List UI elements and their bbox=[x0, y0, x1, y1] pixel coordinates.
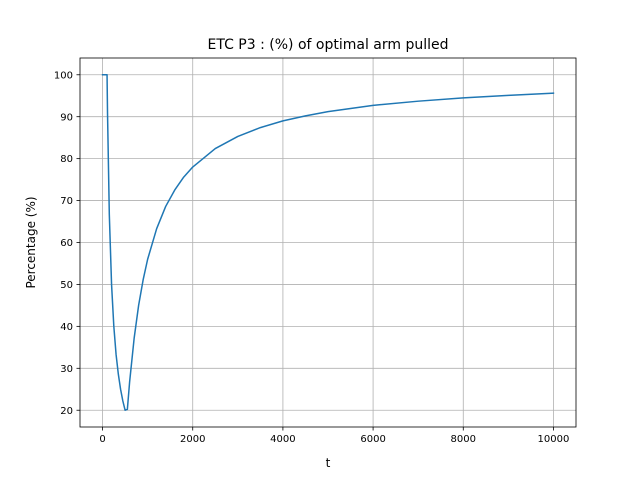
y-tick-label: 50 bbox=[60, 280, 73, 291]
y-tick-label: 60 bbox=[60, 238, 73, 249]
x-tick-label: 6000 bbox=[360, 434, 385, 445]
x-tick-label: 4000 bbox=[270, 434, 295, 445]
x-tick-label: 0 bbox=[99, 434, 105, 445]
y-tick-label: 20 bbox=[60, 406, 73, 417]
y-axis-label: Percentage (%) bbox=[24, 196, 38, 288]
y-tick-label: 30 bbox=[60, 364, 73, 375]
grid bbox=[80, 58, 576, 427]
y-tick-label: 90 bbox=[60, 112, 73, 123]
y-tick-label: 70 bbox=[60, 196, 73, 207]
x-axis: 0 2000 4000 6000 8000 10000 bbox=[99, 427, 569, 445]
y-axis: 20 30 40 50 60 70 80 90 100 bbox=[54, 70, 80, 417]
plot-area bbox=[101, 74, 555, 411]
y-tick-label: 40 bbox=[60, 322, 73, 333]
x-tick-label: 2000 bbox=[180, 434, 205, 445]
x-axis-label: t bbox=[326, 456, 331, 470]
x-tick-label: 8000 bbox=[451, 434, 476, 445]
y-tick-label: 80 bbox=[60, 154, 73, 165]
x-tick-label: 10000 bbox=[538, 434, 570, 445]
series-line bbox=[101, 74, 555, 411]
chart-title: ETC P3 : (%) of optimal arm pulled bbox=[208, 37, 449, 53]
y-tick-label: 100 bbox=[54, 70, 73, 81]
